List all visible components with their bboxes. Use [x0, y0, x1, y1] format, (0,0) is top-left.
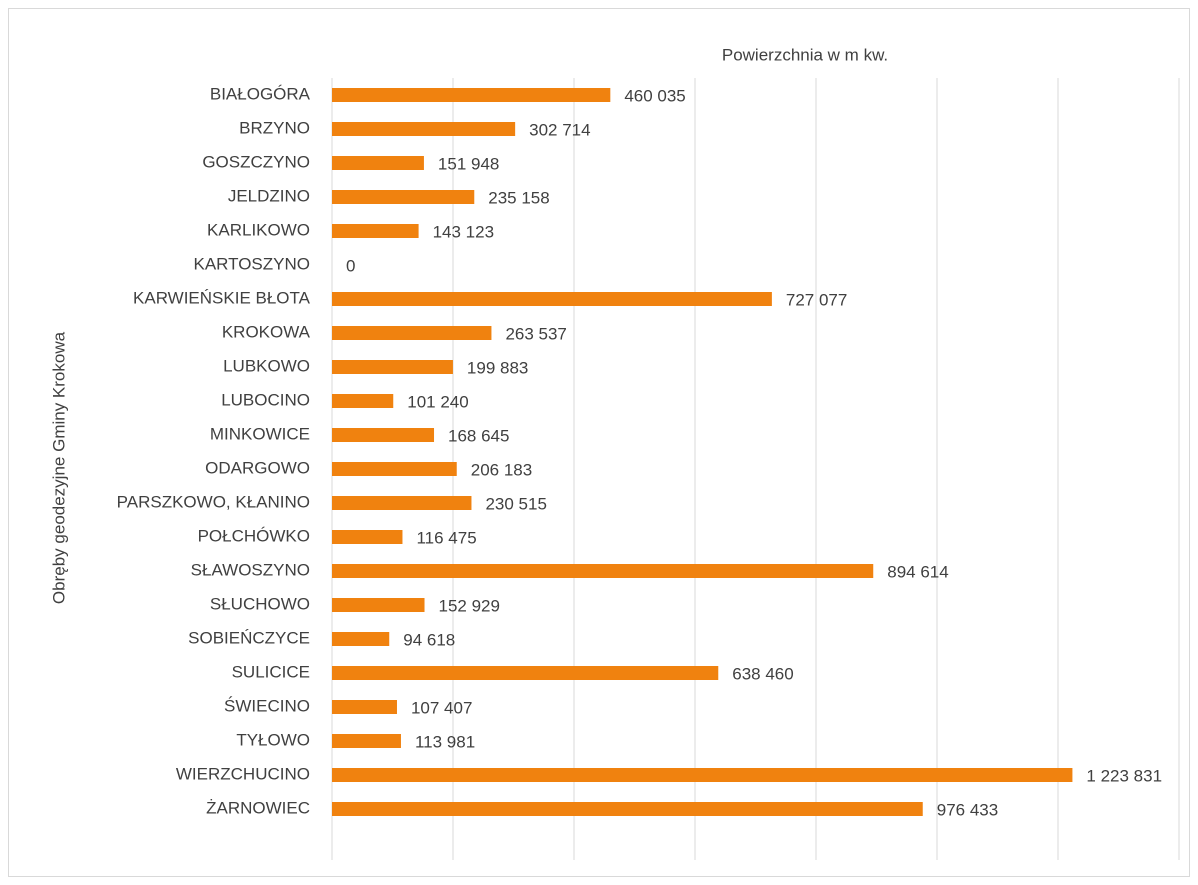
data-label: 107 407	[411, 698, 472, 717]
bar	[332, 326, 492, 340]
bar	[332, 598, 425, 612]
bar	[332, 802, 923, 816]
y-tick-label: KROKOWA	[222, 322, 311, 341]
y-tick-label: SULICICE	[232, 662, 310, 681]
y-tick-label: BIAŁOGÓRA	[210, 84, 311, 103]
y-tick-label: BRZYNO	[239, 118, 310, 137]
y-tick-label: SŁUCHOWO	[210, 594, 310, 613]
data-label: 235 158	[488, 188, 549, 207]
y-tick-label: KARTOSZYNO	[193, 254, 310, 273]
y-tick-label: KARLIKOWO	[207, 220, 310, 239]
bar	[332, 462, 457, 476]
bar	[332, 666, 719, 680]
data-label: 727 077	[786, 290, 847, 309]
y-tick-label: JELDZINO	[228, 186, 310, 205]
bar	[332, 360, 453, 374]
bar	[332, 88, 611, 102]
bar	[332, 428, 435, 442]
data-label: 152 929	[439, 596, 500, 615]
y-tick-label: PARSZKOWO, KŁANINO	[117, 492, 310, 511]
data-label: 302 714	[529, 120, 590, 139]
data-label: 199 883	[467, 358, 528, 377]
y-tick-label: KARWIEŃSKIE BŁOTA	[133, 288, 311, 307]
data-label: 168 645	[448, 426, 509, 445]
bar	[332, 734, 401, 748]
y-tick-label: ŚWIECINO	[224, 696, 310, 715]
data-label: 101 240	[407, 392, 468, 411]
data-label: 151 948	[438, 154, 499, 173]
bar	[332, 224, 419, 238]
bar	[332, 530, 403, 544]
y-tick-label: TYŁOWO	[236, 730, 310, 749]
data-label: 113 981	[415, 732, 475, 751]
bar	[332, 768, 1073, 782]
y-tick-label: ODARGOWO	[205, 458, 310, 477]
y-tick-label: SOBIEŃCZYCE	[188, 628, 310, 647]
chart-border	[8, 8, 1190, 877]
y-tick-label: WIERZCHUCINO	[176, 764, 310, 783]
data-label: 263 537	[505, 324, 566, 343]
bar	[332, 632, 390, 646]
data-label: 143 123	[433, 222, 494, 241]
bar	[332, 496, 472, 510]
data-label: 206 183	[471, 460, 532, 479]
y-tick-label: LUBKOWO	[223, 356, 310, 375]
data-label: 638 460	[732, 664, 793, 683]
data-label: 116 475	[416, 528, 476, 547]
y-tick-label: POŁCHÓWKO	[198, 526, 310, 545]
bar	[332, 122, 516, 136]
data-label: 1 223 831	[1086, 766, 1162, 785]
y-tick-label: ŻARNOWIEC	[206, 798, 310, 817]
y-tick-label: SŁAWOSZYNO	[191, 560, 310, 579]
y-axis-label: Obręby geodezyjne Gminy Krokowa	[49, 331, 68, 604]
bar	[332, 190, 475, 204]
data-label: 0	[346, 256, 355, 275]
y-tick-label: GOSZCZYNO	[202, 152, 310, 171]
chart-title: Powierzchnia w m kw.	[722, 45, 888, 64]
data-label: 230 515	[485, 494, 546, 513]
data-label: 94 618	[403, 630, 455, 649]
y-tick-label: LUBOCINO	[221, 390, 310, 409]
bar	[332, 292, 772, 306]
bar	[332, 700, 397, 714]
data-label: 976 433	[937, 800, 998, 819]
data-label: 460 035	[624, 86, 685, 105]
bar	[332, 156, 424, 170]
bar	[332, 394, 394, 408]
y-tick-label: MINKOWICE	[210, 424, 310, 443]
data-label: 894 614	[887, 562, 948, 581]
bar	[332, 564, 874, 578]
